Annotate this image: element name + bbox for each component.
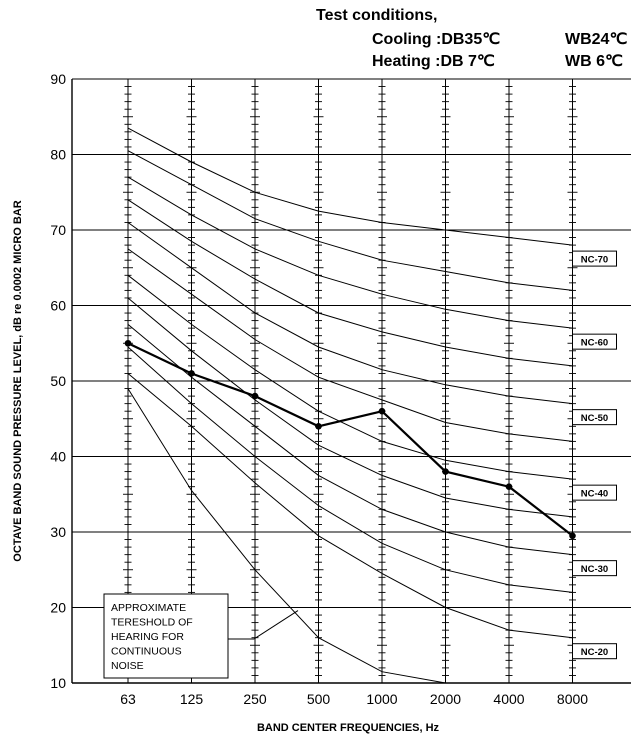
nc-label-box: [572, 643, 617, 660]
nc-curve: [127, 248, 573, 442]
x-tick-label: 2000: [430, 691, 461, 707]
x-axis-title: BAND CENTER FREQUENCIES, Hz: [257, 722, 440, 734]
nc-label-box: [572, 484, 617, 501]
x-tick-label: 125: [180, 691, 204, 707]
nc-label: NC-40: [581, 489, 608, 500]
measured-point: [378, 407, 386, 415]
x-tick-label: 8000: [557, 691, 588, 707]
nc-curve: [127, 199, 573, 367]
y-tick-label: 40: [50, 449, 66, 465]
nc-curve: [127, 324, 573, 556]
threshold-note-line: TERESHOLD OF: [111, 617, 193, 629]
nc-label-box: [572, 250, 617, 267]
nc-curve: [127, 176, 573, 329]
threshold-note-line: CONTINUOUS: [111, 646, 182, 658]
threshold-leader: [253, 610, 299, 640]
y-tick-label: 80: [50, 147, 66, 163]
chart-title: Test conditions,: [316, 7, 438, 24]
y-tick-label: 30: [50, 524, 66, 540]
threshold-note-line: APPROXIMATE: [111, 602, 186, 614]
threshold-curve: [127, 388, 446, 684]
measured-point: [251, 392, 259, 400]
cooling-wet-bulb: WB24℃: [565, 31, 628, 48]
y-tick-label: 60: [50, 298, 66, 314]
x-tick-label: 4000: [493, 691, 524, 707]
threshold-note-box: [103, 593, 229, 679]
heating-wet-bulb: WB 6℃: [565, 53, 623, 70]
measured-point: [315, 423, 322, 430]
x-tick-label: 63: [120, 691, 136, 707]
measured-point: [188, 370, 195, 377]
nc-label: NC-60: [581, 338, 608, 349]
nc-curve: [127, 222, 573, 405]
y-tick-label: 10: [50, 675, 66, 691]
nc-label-box: [572, 333, 617, 350]
grid: [72, 78, 631, 684]
y-tick-label: 70: [50, 222, 66, 238]
measured-line: [127, 342, 574, 537]
y-tick-label: 50: [50, 373, 66, 389]
nc-curves: [127, 127, 573, 684]
y-tick-label: 90: [50, 71, 66, 87]
nc-label: NC-50: [581, 413, 608, 424]
measured-point: [505, 483, 513, 491]
y-tick-label: 20: [50, 600, 66, 616]
axes: 10 20 30 40 50 60 70 80 90 63 125 250 500 1000 2000 400…: [12, 71, 631, 734]
nc-label-box: [572, 560, 617, 577]
nc-label-box: [572, 409, 617, 426]
x-tick-label: 1000: [366, 691, 397, 707]
measured-series: [124, 339, 576, 540]
nc-label: NC-70: [581, 255, 608, 266]
x-tick-label: 250: [243, 691, 267, 707]
nc-curve: [127, 150, 573, 291]
heating-condition: Heating :DB 7℃: [372, 53, 495, 70]
measured-point: [442, 468, 449, 475]
threshold-note-line: NOISE: [111, 660, 144, 672]
measured-point: [124, 339, 132, 347]
nc-label: NC-30: [581, 564, 608, 575]
nc-curve: [127, 274, 573, 480]
x-tick-label: 500: [307, 691, 331, 707]
nc-curve: [127, 127, 573, 246]
cooling-condition: Cooling :DB35℃: [372, 31, 501, 48]
threshold-note-line: HEARING FOR: [111, 631, 184, 643]
nc-curve: [127, 297, 573, 518]
nc-curve: [127, 346, 573, 593]
measured-point: [569, 532, 576, 540]
nc-curve: [127, 373, 573, 639]
nc-labels: NC-70 NC-60 NC-50 NC-40 NC-30 NC-20 APPROXIMAT…: [103, 245, 617, 679]
nc-label: NC-20: [581, 647, 608, 658]
y-axis-title: OCTAVE BAND SOUND PRESSURE LEVEL, dB re …: [12, 200, 24, 561]
